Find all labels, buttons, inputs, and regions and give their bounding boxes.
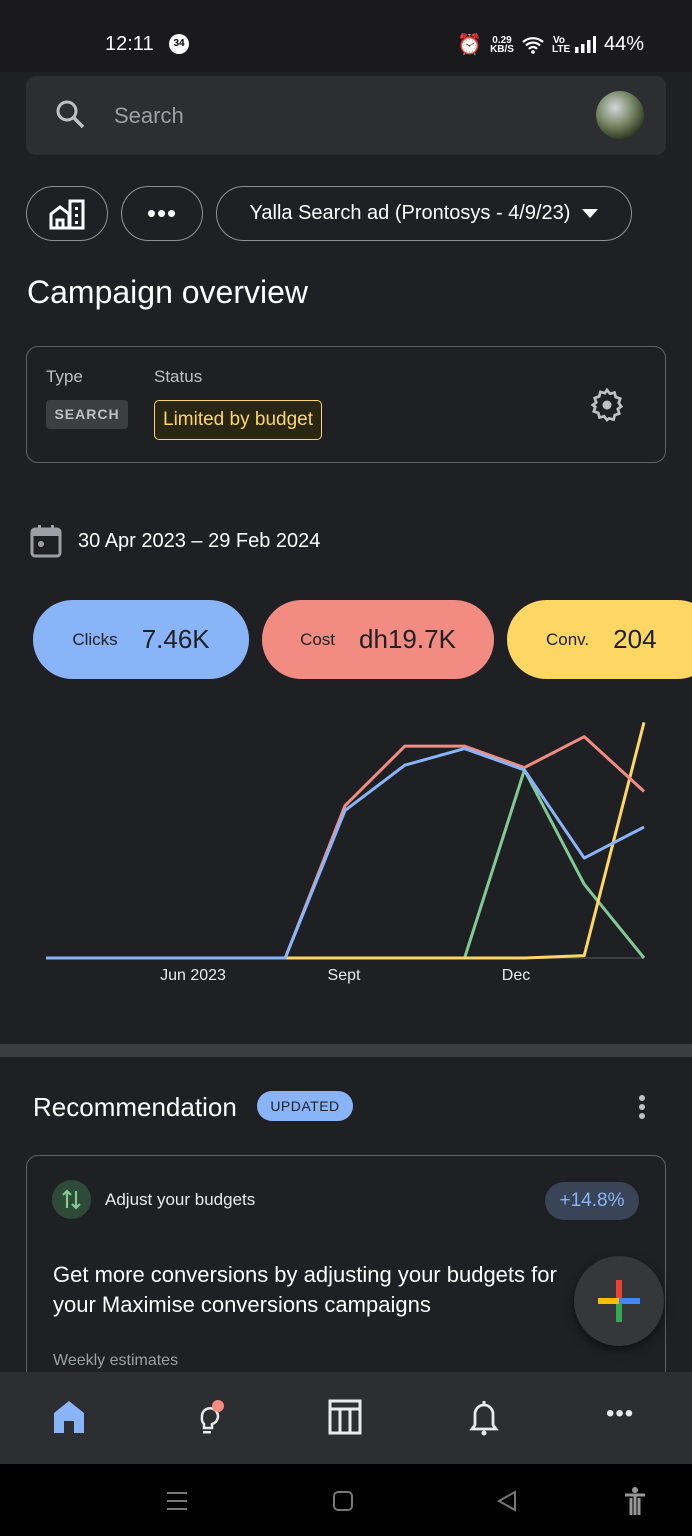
plus-icon bbox=[598, 1280, 640, 1322]
net-speed: 0.29 KB/S bbox=[490, 34, 514, 55]
type-label: Type bbox=[46, 367, 83, 386]
series-line-clicks bbox=[46, 747, 645, 960]
calendar-icon bbox=[30, 525, 62, 558]
battery-percent: 44% bbox=[603, 33, 644, 55]
search-icon bbox=[56, 100, 85, 129]
x-tick-label: Sept bbox=[328, 967, 361, 984]
campaign-info-card: Type Status SEARCH Limited by budget bbox=[26, 346, 666, 463]
wifi-icon bbox=[522, 36, 544, 54]
x-tick-label: Dec bbox=[502, 967, 530, 984]
avatar[interactable] bbox=[596, 91, 644, 139]
recents-icon[interactable] bbox=[166, 1490, 188, 1512]
metric-conversions[interactable]: Conv. 204 bbox=[507, 600, 692, 679]
campaign-name: Yalla Search ad (Prontosys - 4/9/23) bbox=[249, 202, 571, 224]
series-line-series-2 bbox=[463, 768, 646, 959]
alarm-icon: ⏰ bbox=[457, 34, 483, 56]
bottom-navigation: ••• bbox=[0, 1372, 692, 1464]
performance-chart: Jun 2023 Sept Dec bbox=[46, 722, 646, 984]
more-horizontal-icon: ••• bbox=[146, 198, 178, 228]
notification-count-badge: 34 bbox=[169, 34, 189, 54]
nav-notifications-icon[interactable] bbox=[468, 1397, 500, 1437]
status-bar: 12:11 34 ⏰ 0.29 KB/S Vo LTE 44% bbox=[0, 0, 692, 72]
x-tick-label: Jun 2023 bbox=[160, 967, 226, 984]
metric-cost[interactable]: Cost dh19.7K bbox=[262, 600, 494, 679]
metric-label: Clicks bbox=[72, 629, 118, 649]
back-icon[interactable] bbox=[496, 1490, 518, 1512]
status-label: Status bbox=[154, 367, 203, 386]
more-options-button[interactable]: ••• bbox=[121, 186, 203, 241]
status-badge: Limited by budget bbox=[154, 400, 322, 440]
section-divider bbox=[0, 1044, 692, 1057]
notification-dot bbox=[212, 1400, 224, 1412]
recommendation-title: Recommendation bbox=[33, 1092, 237, 1122]
account-switcher-button[interactable] bbox=[26, 186, 108, 241]
updated-badge: UPDATED bbox=[257, 1091, 353, 1121]
home-button-icon[interactable] bbox=[332, 1490, 354, 1512]
volte-icon: Vo LTE bbox=[551, 34, 571, 55]
nav-more-icon[interactable]: ••• bbox=[606, 1400, 635, 1427]
metric-value: dh19.7K bbox=[359, 624, 456, 654]
recommendation-item-title: Adjust your budgets bbox=[105, 1190, 256, 1209]
page-title: Campaign overview bbox=[27, 274, 309, 310]
metric-value: 7.46K bbox=[141, 624, 210, 654]
metric-label: Cost bbox=[300, 629, 336, 649]
metric-label: Conv. bbox=[546, 629, 590, 649]
metric-clicks[interactable]: Clicks 7.46K bbox=[33, 600, 249, 679]
signal-icon bbox=[574, 35, 596, 53]
more-vert-icon[interactable] bbox=[630, 1092, 654, 1122]
uplift-badge: +14.8% bbox=[545, 1182, 639, 1220]
system-navigation-bar bbox=[0, 1464, 692, 1536]
weekly-estimates-label: Weekly estimates bbox=[53, 1352, 179, 1369]
nav-campaigns-icon[interactable] bbox=[328, 1399, 362, 1435]
type-badge: SEARCH bbox=[46, 400, 128, 429]
recommendation-headline: Get more conversions by adjusting your b… bbox=[53, 1262, 557, 1317]
gear-icon[interactable] bbox=[589, 387, 625, 423]
nav-recommendations-icon[interactable] bbox=[190, 1397, 230, 1437]
nav-home-icon[interactable] bbox=[52, 1399, 86, 1435]
accessibility-icon[interactable] bbox=[624, 1486, 646, 1516]
budget-arrows-icon bbox=[52, 1180, 91, 1219]
clock: 12:11 bbox=[105, 33, 154, 55]
campaign-selector[interactable]: Yalla Search ad (Prontosys - 4/9/23) bbox=[216, 186, 632, 241]
search-bar[interactable]: Search bbox=[26, 76, 666, 155]
dropdown-arrow-icon bbox=[582, 209, 599, 218]
system-icons: ⏰ 0.29 KB/S Vo LTE 44% bbox=[457, 32, 644, 57]
date-range[interactable]: 30 Apr 2023 – 29 Feb 2024 bbox=[78, 530, 321, 552]
series-line-cost bbox=[46, 735, 646, 960]
search-input[interactable]: Search bbox=[114, 103, 184, 128]
building-icon bbox=[49, 199, 85, 229]
recommendation-card[interactable]: Adjust your budgets +14.8% Get more conv… bbox=[26, 1155, 666, 1455]
create-fab[interactable] bbox=[574, 1256, 664, 1346]
metric-value: 204 bbox=[613, 624, 657, 654]
series-line-conv bbox=[285, 722, 646, 960]
